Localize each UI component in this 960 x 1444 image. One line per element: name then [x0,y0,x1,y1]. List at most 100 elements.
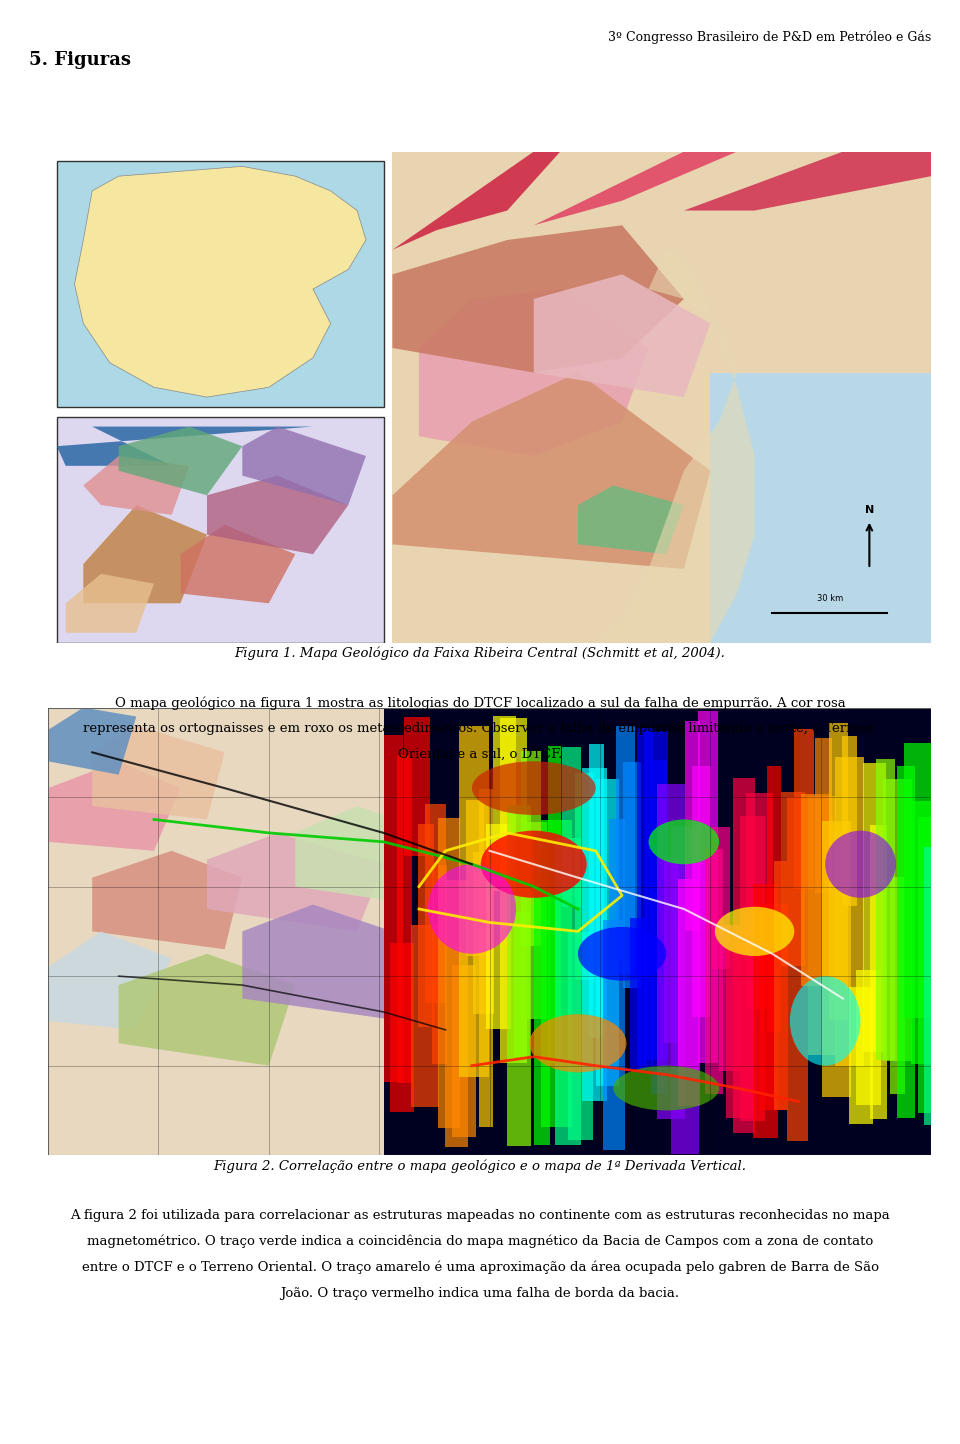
Bar [842,735,857,907]
Polygon shape [242,904,419,1021]
Bar [541,820,572,1128]
Bar [664,858,680,1043]
Polygon shape [534,274,710,397]
Ellipse shape [790,976,860,1066]
Bar [710,373,931,643]
Polygon shape [242,426,366,505]
Polygon shape [534,152,737,225]
Bar [393,152,931,643]
Polygon shape [92,725,225,820]
Ellipse shape [826,830,896,898]
Bar [918,817,934,1113]
Bar [397,755,412,1083]
Bar [555,838,581,1145]
Bar [739,816,765,1121]
Bar [774,861,787,1110]
FancyBboxPatch shape [57,162,384,407]
Ellipse shape [428,864,516,953]
Polygon shape [48,708,136,774]
Text: N: N [865,505,874,516]
Bar [712,826,731,969]
Polygon shape [578,485,684,554]
Bar [582,768,607,1100]
Text: Figura 1. Mapa Geológico da Faixa Ribeira Central (Schmitt et al, 2004).: Figura 1. Mapa Geológico da Faixa Ribeir… [234,647,726,660]
Bar [48,708,472,1155]
Bar [903,742,933,1018]
Bar [863,762,886,1051]
Polygon shape [65,573,154,632]
Bar [472,852,493,1014]
Bar [514,913,530,1057]
Text: Figura 2. Correlação entre o mapa geológico e o mapa de 1ª Derivada Vertical.: Figura 2. Correlação entre o mapa geológ… [213,1160,747,1173]
Bar [418,825,434,1027]
Bar [767,765,780,1032]
Bar [534,832,550,1145]
Text: 3º Congresso Brasileiro de P&D em Petróleo e Gás: 3º Congresso Brasileiro de P&D em Petról… [608,30,931,43]
Bar [822,822,851,1097]
Bar [384,735,403,1082]
Bar [404,716,430,856]
Text: magnetométrico. O traço verde indica a coincidência do mapa magnético da Bacia d: magnetométrico. O traço verde indica a c… [86,1235,874,1248]
Bar [432,865,447,1064]
Bar [391,943,415,1112]
Polygon shape [207,475,348,554]
Polygon shape [393,152,561,250]
Bar [493,716,516,891]
Polygon shape [684,152,931,211]
Bar [562,747,581,907]
Polygon shape [119,426,242,495]
Bar [589,744,605,1038]
FancyBboxPatch shape [57,417,384,643]
Bar [706,849,723,1095]
Polygon shape [92,851,242,949]
Bar [479,788,493,1126]
Bar [548,747,562,1063]
Polygon shape [48,931,172,1030]
Bar [644,731,668,1060]
Polygon shape [119,953,296,1066]
Text: 30 km: 30 km [817,595,843,604]
Bar [658,784,684,1119]
Text: representa os ortognaisses e em roxo os metassedimentos. Observar a falha de emp: representa os ortognaisses e em roxo os … [84,722,876,735]
Polygon shape [57,426,313,466]
Bar [828,723,848,1019]
Ellipse shape [649,820,719,864]
Bar [808,797,835,1056]
Bar [466,800,485,956]
Polygon shape [393,225,684,373]
Bar [487,825,512,1028]
Bar [568,931,592,1139]
Bar [678,878,700,1106]
Bar [610,819,625,960]
Bar [780,793,805,966]
Bar [424,804,445,1004]
Bar [520,751,540,946]
Text: entre o DTCF e o Terreno Oriental. O traço amarelo é uma aproximação da área ocu: entre o DTCF e o Terreno Oriental. O tra… [82,1261,878,1274]
Bar [507,806,531,1145]
Bar [636,728,653,1070]
Polygon shape [48,761,180,851]
Text: O mapa geológico na figura 1 mostra as litologias do DTCF localizado a sul da fa: O mapa geológico na figura 1 mostra as l… [114,696,846,709]
Polygon shape [75,166,366,397]
Bar [691,767,710,1017]
Bar [500,719,527,1063]
Polygon shape [296,806,463,910]
Polygon shape [393,373,710,569]
Ellipse shape [481,830,587,898]
Ellipse shape [715,907,794,956]
Bar [849,988,873,1123]
Polygon shape [180,524,296,604]
Text: 5. Figuras: 5. Figuras [29,51,131,68]
Bar [445,879,468,1147]
Bar [384,708,931,1155]
Polygon shape [84,505,207,604]
Bar [623,761,641,988]
Bar [856,969,881,1105]
Ellipse shape [529,1014,627,1073]
Bar [630,918,647,1070]
Polygon shape [419,289,649,456]
Bar [794,729,813,890]
Ellipse shape [578,927,666,980]
Bar [802,794,829,986]
Bar [671,827,699,1154]
